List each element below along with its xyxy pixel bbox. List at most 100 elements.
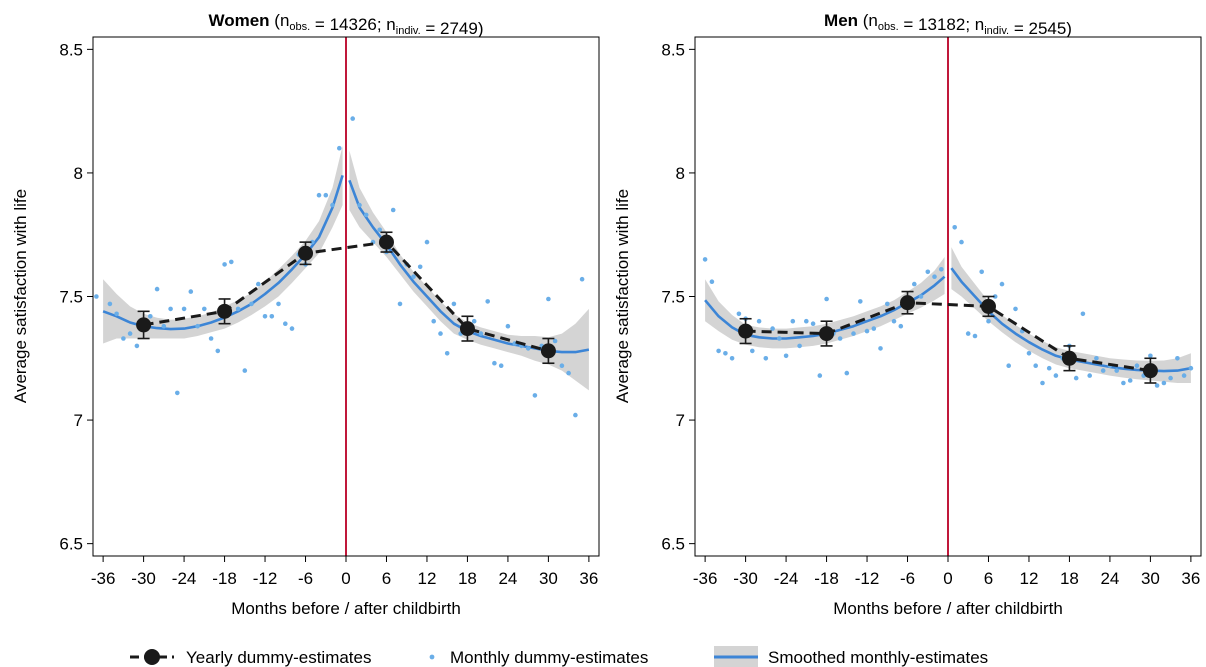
monthly-dot	[121, 336, 126, 341]
monthly-dots-layer	[94, 116, 585, 418]
y-tick-label: 6.5	[59, 535, 83, 554]
monthly-dot	[390, 207, 396, 213]
monthly-dot	[986, 318, 991, 324]
monthly-dot	[864, 328, 870, 334]
monthly-dot	[1134, 363, 1140, 369]
monthly-dot	[790, 318, 796, 324]
monthly-dot	[417, 264, 423, 270]
yearly-estimates-layer	[136, 231, 556, 365]
monthly-dot	[1080, 311, 1086, 317]
monthly-dot	[1154, 383, 1160, 388]
monthly-dot	[175, 390, 180, 396]
monthly-dot	[424, 239, 430, 245]
monthly-dot	[702, 257, 708, 262]
legend-smoothed-label: Smoothed monthly-estimates	[768, 648, 988, 667]
monthly-dot	[810, 321, 816, 327]
monthly-dot	[444, 351, 450, 356]
monthly-dot	[972, 333, 978, 339]
legend-monthly-marker	[429, 654, 435, 660]
monthly-dot	[925, 269, 931, 275]
monthly-dot	[532, 393, 538, 398]
yearly-marker	[980, 298, 996, 314]
x-tick-label: -36	[91, 569, 116, 588]
x-axis: -36 -30 -24 -18 -12 -6 0 6 12 18 24 30 36	[91, 556, 598, 588]
monthly-dot	[107, 301, 113, 307]
x-axis-label: Months before / after childbirth	[833, 599, 1063, 618]
legend-item-smoothed: Smoothed monthly-estimates	[714, 646, 988, 667]
x-tick-label: 30	[1141, 569, 1160, 588]
x-tick-label: -6	[298, 569, 313, 588]
monthly-dot	[797, 343, 802, 349]
monthly-dot	[1161, 380, 1167, 386]
y-tick-label: 8.5	[59, 40, 83, 59]
monthly-dot	[932, 274, 937, 280]
x-tick-label: -18	[212, 569, 237, 588]
monthly-dot	[939, 267, 944, 272]
monthly-dot	[316, 192, 322, 198]
yearly-marker	[136, 317, 152, 333]
ci-band-layer	[103, 145, 589, 391]
x-tick-label: 6	[984, 569, 993, 588]
monthly-dot	[858, 299, 863, 304]
monthly-dot	[1168, 375, 1173, 381]
monthly-dot	[1033, 363, 1038, 369]
monthly-dot	[431, 318, 437, 324]
x-tick-label: 18	[1060, 569, 1079, 588]
yearly-marker	[459, 321, 475, 337]
monthly-dot	[1087, 373, 1092, 378]
monthly-dot	[269, 314, 275, 319]
x-tick-label: 24	[1100, 569, 1119, 588]
ci-band	[349, 150, 589, 391]
ci-band	[103, 145, 343, 344]
panel-title-bold: Men	[824, 11, 858, 30]
monthly-dot	[411, 274, 416, 280]
monthly-dot	[451, 301, 457, 307]
monthly-dot	[750, 348, 755, 354]
monthly-dot	[377, 227, 383, 233]
x-axis: -36 -30 -24 -18 -12 -6 0 6 12 18 24 30 36	[693, 556, 1200, 588]
monthly-dot	[498, 363, 504, 369]
monthly-dot	[471, 318, 477, 324]
monthly-dot	[579, 276, 585, 282]
monthly-dot	[235, 306, 241, 312]
monthly-dot	[885, 301, 890, 307]
monthly-dot	[777, 336, 782, 341]
x-axis-label: Months before / after childbirth	[231, 599, 461, 618]
y-tick-label: 7	[74, 411, 83, 430]
subtitle-subscript: obs.	[289, 21, 310, 33]
monthly-dot	[114, 311, 119, 317]
monthly-dot	[1053, 373, 1059, 378]
subtitle-subscript: obs.	[878, 21, 899, 33]
x-tick-label: 36	[579, 569, 598, 588]
monthly-dot	[330, 202, 335, 208]
yearly-marker	[217, 303, 233, 319]
monthly-dot	[770, 326, 775, 331]
x-tick-label: 0	[341, 569, 350, 588]
x-tick-label: 36	[1181, 569, 1200, 588]
monthly-dot	[709, 279, 715, 285]
monthly-dot	[127, 331, 133, 336]
monthly-dot	[763, 356, 769, 361]
monthly-dot	[965, 331, 971, 336]
subtitle-text: = 2749)	[421, 19, 484, 38]
x-tick-label: -36	[693, 569, 718, 588]
monthly-dot	[959, 239, 964, 245]
yearly-estimates-layer	[738, 290, 1158, 384]
yearly-marker	[1142, 363, 1158, 379]
yearly-marker	[1061, 350, 1077, 366]
monthly-dot	[276, 301, 281, 307]
yearly-marker	[378, 234, 394, 250]
monthly-dot	[363, 212, 369, 218]
monthly-dot	[1094, 356, 1099, 361]
subtitle-subscript: indiv.	[396, 25, 421, 37]
monthly-dot	[844, 370, 850, 376]
panel-women: Women (nobs. = 14326; nindiv. = 2749) 6.…	[11, 11, 600, 618]
monthly-dot	[161, 323, 167, 329]
monthly-dot	[188, 289, 194, 294]
monthly-dot	[94, 294, 99, 299]
monthly-dot	[1188, 365, 1194, 371]
x-tick-label: -6	[900, 569, 915, 588]
monthly-dot	[1013, 306, 1018, 312]
y-axis-label: Average satisfaction with life	[11, 189, 30, 403]
